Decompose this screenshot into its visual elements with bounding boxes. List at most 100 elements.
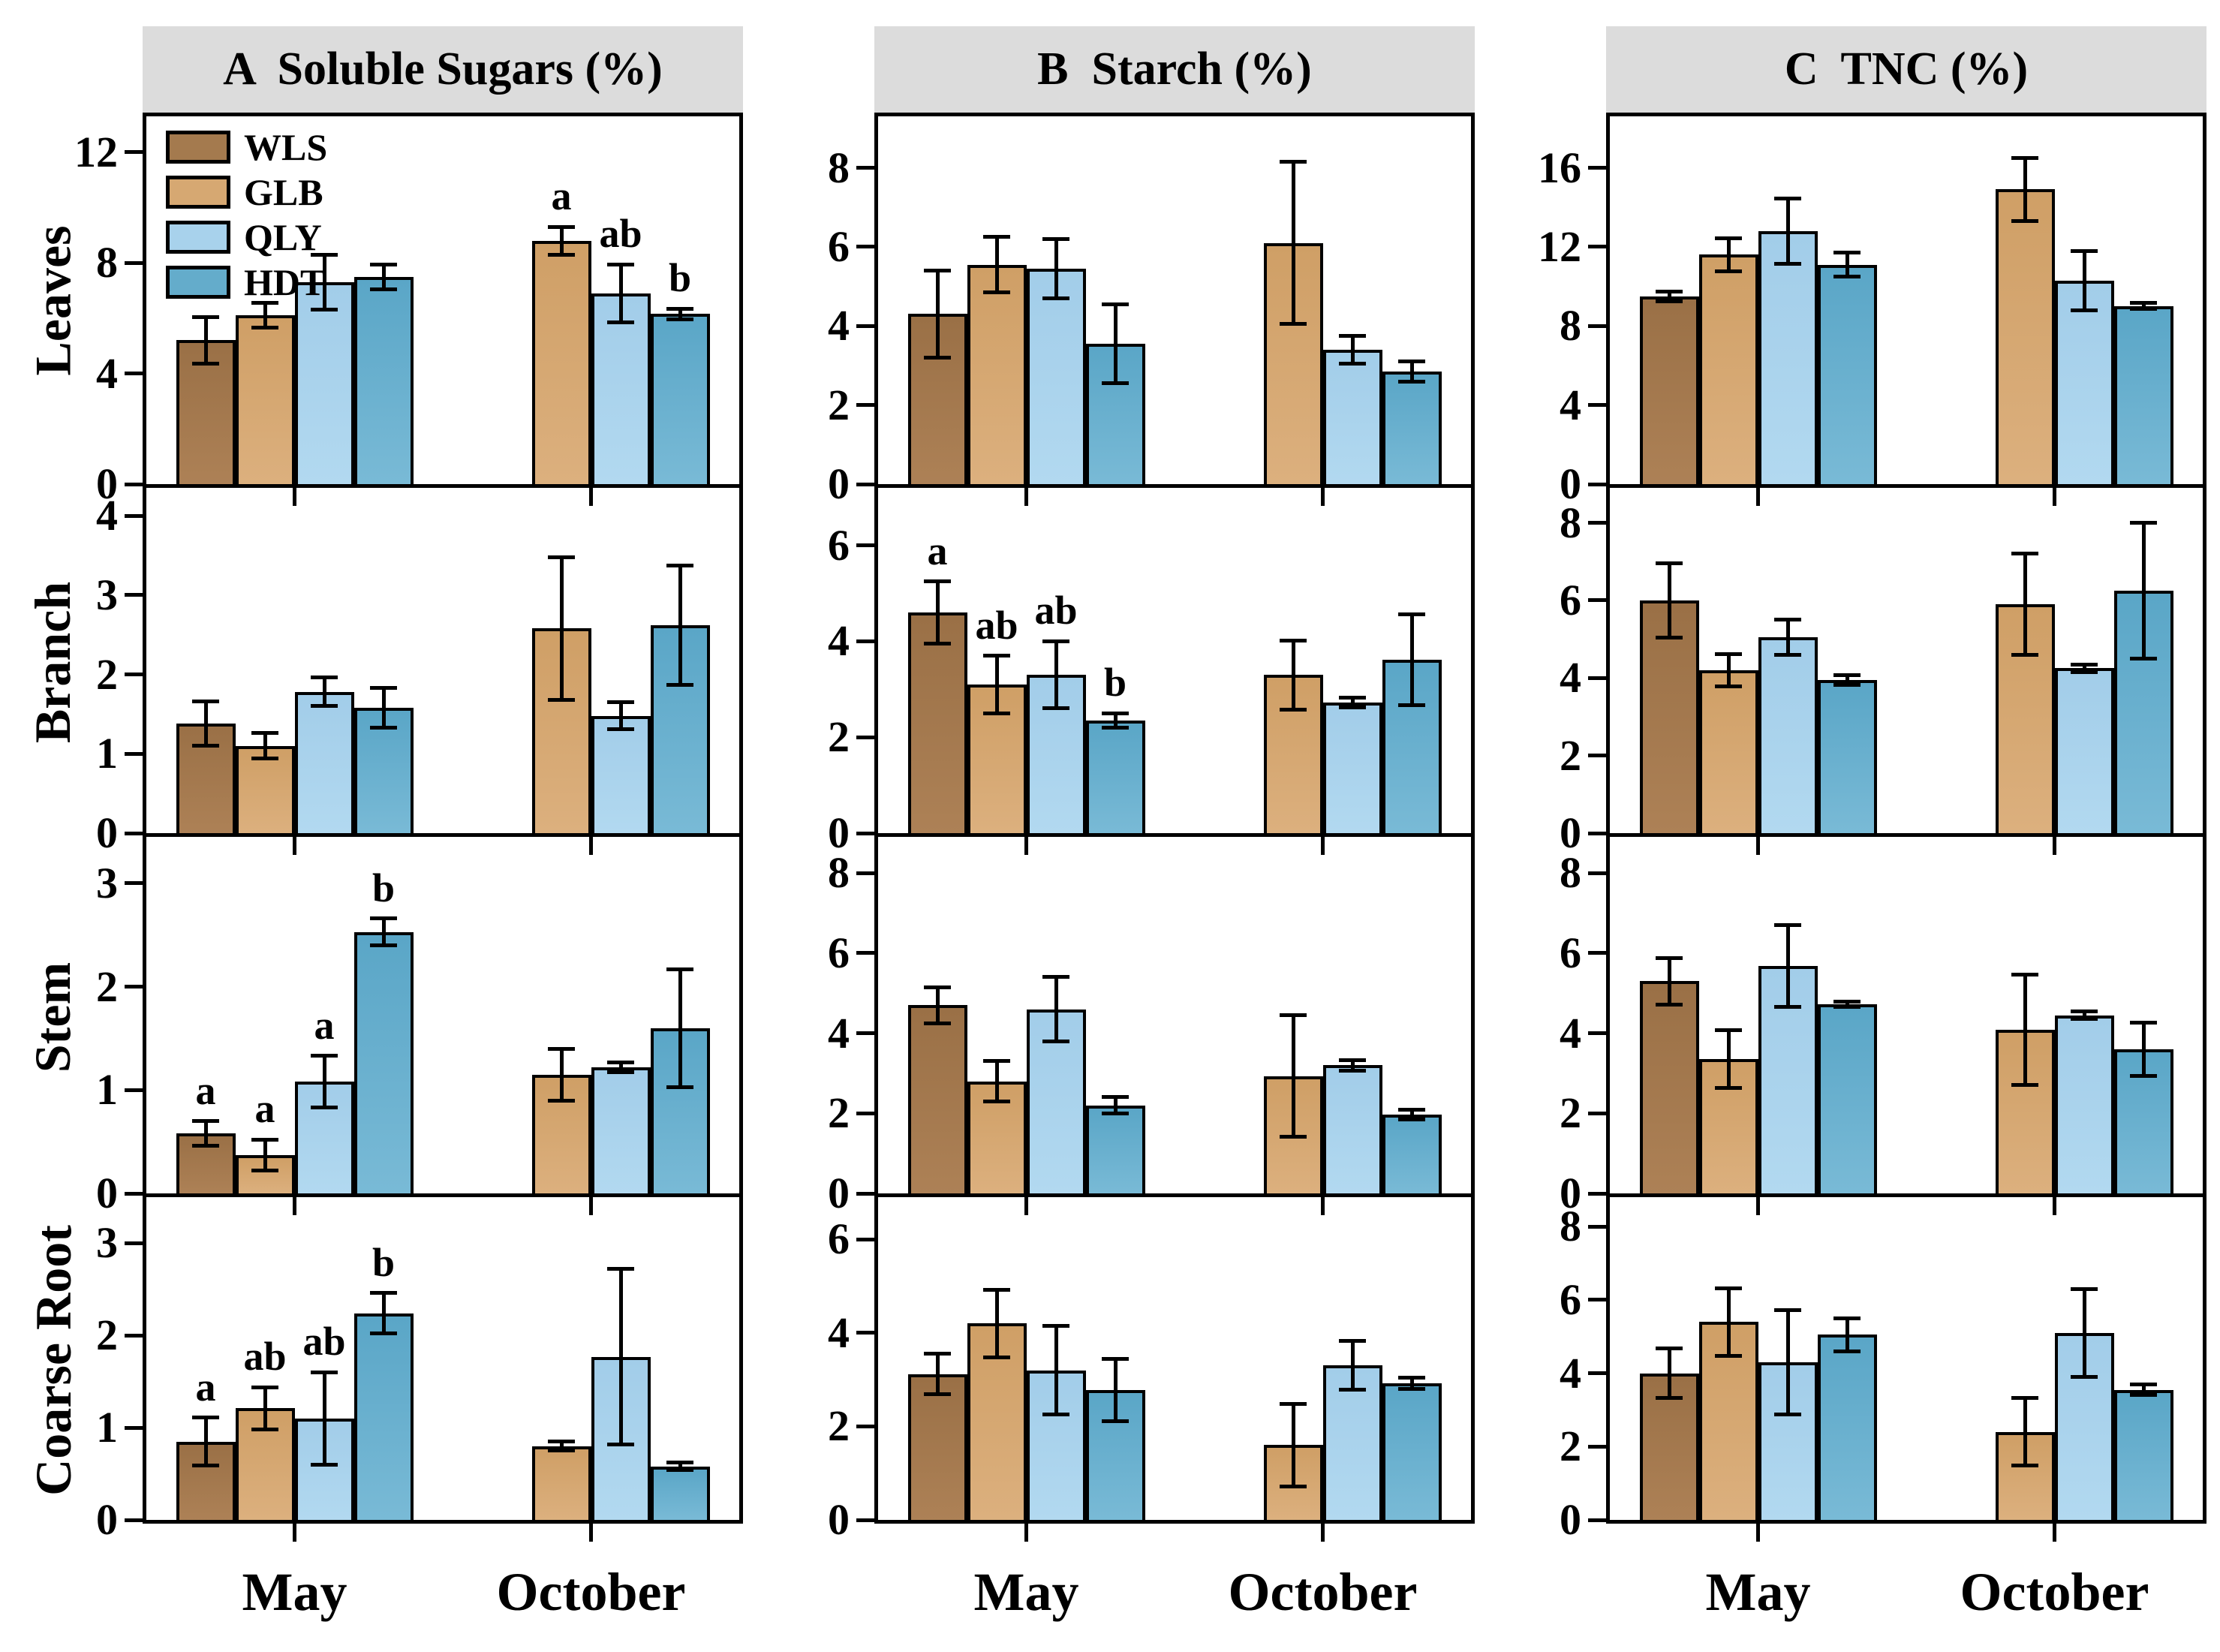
y-axis-tick (856, 403, 874, 408)
error-bar-cap (1774, 261, 1801, 266)
error-bar (322, 677, 326, 706)
error-bar-cap (2011, 1396, 2038, 1401)
row-label-leaves-text: Leaves (24, 224, 82, 376)
error-bar-cap (251, 301, 278, 305)
y-axis-tick (1588, 598, 1606, 603)
error-bar-cap (1042, 236, 1069, 241)
legend-item-hdt: HDT (166, 263, 327, 301)
x-axis-tick (1024, 1524, 1028, 1542)
error-bar-cap (1656, 1347, 1683, 1351)
bar-qly-october (591, 293, 651, 484)
bar-glb-october (1995, 604, 2055, 833)
y-axis-tick (1588, 1191, 1606, 1196)
error-bar-cap (924, 985, 951, 989)
error-bar-cap (1715, 1028, 1742, 1033)
x-axis-tick (293, 1524, 296, 1542)
y-axis-tick-label: 2 (96, 649, 118, 699)
y-axis-tick-label: 12 (1538, 221, 1581, 271)
error-bar-cap (370, 916, 397, 921)
error-bar-cap (1715, 236, 1742, 240)
error-bar-cap (1774, 618, 1801, 622)
error-bar-cap (1715, 1353, 1742, 1358)
y-axis-tick (125, 482, 143, 486)
error-bar-cap (924, 579, 951, 584)
error-bar-cap (2071, 670, 2098, 675)
error-bar-cap (192, 362, 219, 366)
x-axis-tick (293, 1197, 296, 1215)
error-bar-cap (1833, 673, 1861, 678)
y-axis-tick (1588, 166, 1606, 170)
error-bar (381, 264, 386, 290)
error-bar (2082, 1011, 2086, 1019)
error-bar-cap (924, 1352, 951, 1356)
bar-qly-may (294, 1418, 354, 1520)
bar-hdt-october (1382, 371, 1442, 484)
error-bar-cap (1102, 725, 1129, 730)
error-bar-cap (1339, 696, 1366, 700)
error-bar-cap (607, 1070, 634, 1075)
error-bar (1726, 238, 1731, 272)
error-bar-cap (2130, 521, 2157, 525)
x-axis-tick (589, 1197, 593, 1215)
error-bar (2141, 1022, 2146, 1076)
y-axis-tick-label: 4 (1560, 1008, 1581, 1058)
x-axis-tick (1756, 837, 1760, 855)
bar-hdt-october (1382, 1383, 1442, 1520)
y-axis-tick-label: 6 (828, 520, 850, 570)
significance-letter: ab (243, 1334, 287, 1380)
x-axis-tick (1024, 837, 1028, 855)
bar-qly-may (1758, 637, 1818, 833)
error-bar-cap (1102, 1111, 1129, 1115)
significance-letter: b (372, 865, 396, 910)
error-bar (1667, 1348, 1671, 1398)
y-axis-tick-label: 4 (828, 1307, 850, 1357)
error-bar-cap (983, 711, 1010, 715)
error-bar-cap (1339, 706, 1366, 710)
error-bar-cap (1398, 379, 1425, 384)
error-bar (935, 581, 940, 644)
bar-glb-may (1698, 254, 1758, 484)
row-label-branch: Branch (5, 488, 102, 837)
error-bar-cap (607, 320, 634, 324)
column-title-starch: B Starch (%) (874, 26, 1475, 113)
error-bar (1291, 161, 1295, 324)
bar-glb-october (531, 628, 591, 833)
x-axis-tick (589, 488, 593, 506)
significance-letter: a (927, 528, 948, 573)
error-bar-cap (2071, 1374, 2098, 1379)
legend-swatch-hdt (166, 266, 230, 299)
y-axis-tick-label: 8 (828, 848, 850, 898)
bar-qly-may (1758, 230, 1818, 484)
significance-letter: b (372, 1239, 396, 1285)
error-bar-cap (1280, 1401, 1307, 1406)
error-bar-cap (251, 1385, 278, 1389)
bar-glb-october (1995, 189, 2055, 484)
error-bar-cap (924, 1021, 951, 1025)
error-bar-cap (2071, 662, 2098, 667)
bar-wls-may (1639, 1373, 1699, 1520)
legend-swatch-qly (166, 221, 230, 254)
error-bar-cap (1715, 651, 1742, 656)
error-bar-cap (1102, 1095, 1129, 1100)
error-bar-cap (983, 290, 1010, 294)
error-bar (203, 701, 208, 746)
x-axis-tick (2053, 1524, 2056, 1542)
error-bar (1113, 713, 1118, 728)
y-axis-tick (1588, 521, 1606, 525)
error-bar-cap (1398, 612, 1425, 616)
error-bar-cap (1398, 360, 1425, 364)
y-axis-tick (856, 245, 874, 249)
row-label-stem: Stem (5, 837, 102, 1197)
y-axis-tick-label: 4 (96, 491, 118, 540)
error-bar-cap (311, 704, 338, 709)
error-bar-cap (311, 1462, 338, 1467)
bar-qly-october (591, 715, 651, 833)
x-axis-category-label: October (1960, 1562, 2149, 1622)
error-bar-cap (1774, 922, 1801, 927)
error-bar-cap (1398, 703, 1425, 707)
bar-hdt-may (353, 931, 414, 1193)
y-axis-tick-label: 1 (96, 1403, 118, 1452)
error-bar (559, 227, 564, 255)
error-bar-cap (251, 1137, 278, 1142)
y-axis-tick-label: 2 (1560, 1088, 1581, 1138)
